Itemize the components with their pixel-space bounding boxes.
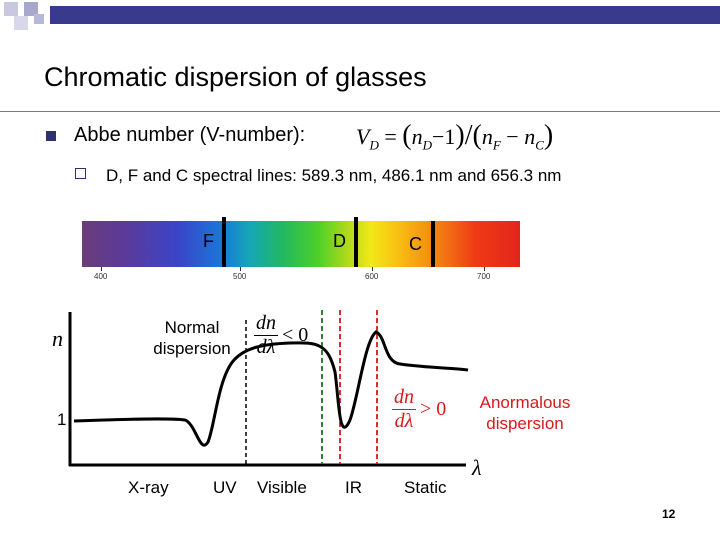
tick-label-700: 700 <box>477 272 491 281</box>
formula-minus: − <box>506 124 519 149</box>
tick-mark <box>240 267 241 271</box>
formula-lhs-sub: D <box>369 137 379 153</box>
slide-title: Chromatic dispersion of glasses <box>44 62 427 92</box>
formula-nf: n <box>481 124 493 149</box>
abbe-formula: VD = (nD−1)/(nF − nC) <box>356 120 553 153</box>
normal-deriv-num: dn <box>254 312 278 336</box>
formula-minus-one: −1 <box>431 124 456 149</box>
page-number: 12 <box>662 507 676 521</box>
formula-nc: n <box>524 124 536 149</box>
formula-nc-sub: C <box>535 137 544 153</box>
spectral-letter-f: F <box>203 231 214 251</box>
y-axis-label: n <box>52 326 63 351</box>
corner-squares-decoration <box>4 2 44 30</box>
anormal-label-line1: Anormalous <box>479 393 571 412</box>
anormal-deriv-rel: > 0 <box>420 398 447 420</box>
formula-slash: / <box>464 120 473 151</box>
formula-paren-open: ( <box>402 120 412 151</box>
tick-label-400: 400 <box>94 272 108 281</box>
anormal-deriv-num: dn <box>392 386 416 410</box>
tick-mark <box>101 267 102 271</box>
region-label-uv: UV <box>213 478 237 497</box>
anormalous-dispersion-label: Anormalous dispersion <box>466 392 584 434</box>
region-label-ir: IR <box>345 478 362 497</box>
spectral-letter-d: D <box>333 231 346 251</box>
sub-bullet-box-icon <box>75 168 86 179</box>
x-axis-label: λ <box>472 455 482 480</box>
visible-spectrum-strip <box>82 221 520 267</box>
normal-label-line2: dispersion <box>153 339 231 358</box>
spectral-line-c <box>431 221 435 267</box>
anormal-deriv-den: dλ <box>394 410 414 432</box>
tick-mark <box>372 267 373 271</box>
tick-label-500: 500 <box>233 272 247 281</box>
tick-label-600: 600 <box>365 272 379 281</box>
spectral-line-d <box>354 217 358 267</box>
normal-deriv-rel: < 0 <box>282 324 309 346</box>
region-label-xray: X-ray <box>128 478 169 497</box>
normal-label-line1: Normal <box>164 318 220 337</box>
formula-paren-close-2: ) <box>543 120 554 151</box>
normal-dispersion-label: Normal dispersion <box>144 317 240 359</box>
formula-equals: = <box>384 124 397 149</box>
bullet-square-icon <box>46 131 56 141</box>
tick-mark <box>484 267 485 271</box>
formula-nd: n <box>411 124 423 149</box>
bullet-text: Abbe number (V-number): <box>74 124 306 146</box>
anormal-label-line2: dispersion <box>486 414 564 433</box>
title-divider <box>0 111 720 112</box>
normal-derivative: dn dλ < 0 <box>254 312 308 359</box>
formula-paren-close: ) <box>455 120 465 151</box>
formula-nf-sub: F <box>492 137 501 153</box>
spectral-letter-c: C <box>409 234 422 254</box>
formula-nd-sub: D <box>422 137 432 153</box>
top-bar <box>50 6 720 24</box>
region-label-static: Static <box>404 478 447 497</box>
anormal-derivative: dn dλ > 0 <box>392 386 446 433</box>
y-axis-one-label: 1 <box>57 410 67 429</box>
region-label-visible: Visible <box>257 478 307 497</box>
formula-lhs: V <box>356 124 370 149</box>
formula-paren-open-2: ( <box>472 120 482 151</box>
sub-bullet-text: D, F and C spectral lines: 589.3 nm, 486… <box>106 166 562 185</box>
normal-deriv-den: dλ <box>256 336 276 358</box>
refractive-index-curve <box>73 330 469 447</box>
spectral-line-f <box>222 217 226 267</box>
